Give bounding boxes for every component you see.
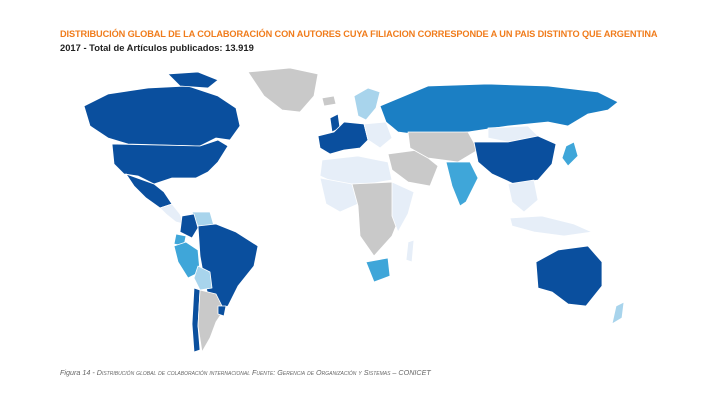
region-canada-islands — [167, 71, 219, 89]
region-western-europe — [317, 121, 369, 155]
region-scandinavia — [353, 87, 381, 121]
region-eastern-europe — [363, 121, 393, 149]
region-uruguay — [217, 305, 227, 317]
world-map — [83, 67, 625, 353]
region-colombia — [179, 213, 199, 239]
region-central-america — [159, 203, 185, 225]
region-argentina — [197, 289, 225, 353]
map-title: DISTRIBUCIÓN GLOBAL DE LA COLABORACIÓN C… — [60, 29, 658, 39]
region-new-zealand — [611, 301, 625, 325]
region-southeast-asia — [507, 179, 539, 213]
region-madagascar — [405, 239, 415, 263]
region-canada — [83, 85, 241, 147]
region-greenland — [247, 67, 319, 113]
figure-caption-text: Distribución global de colaboración inte… — [96, 368, 431, 377]
region-south-africa — [365, 257, 391, 283]
region-usa — [111, 139, 229, 185]
region-iceland — [321, 95, 337, 107]
figure-label: Figura 14 - — [60, 368, 97, 377]
map-subtitle: 2017 - Total de Artículos publicados: 13… — [60, 42, 254, 53]
figure-caption: Figura 14 - Distribución global de colab… — [60, 368, 431, 377]
region-india — [445, 161, 479, 207]
region-china — [473, 135, 557, 185]
region-australia — [535, 245, 603, 307]
region-bolivia — [193, 265, 213, 291]
region-japan — [561, 141, 579, 167]
region-west-africa — [319, 177, 359, 213]
region-indonesia — [509, 215, 593, 237]
region-north-africa — [319, 155, 393, 185]
region-east-africa — [391, 181, 415, 233]
